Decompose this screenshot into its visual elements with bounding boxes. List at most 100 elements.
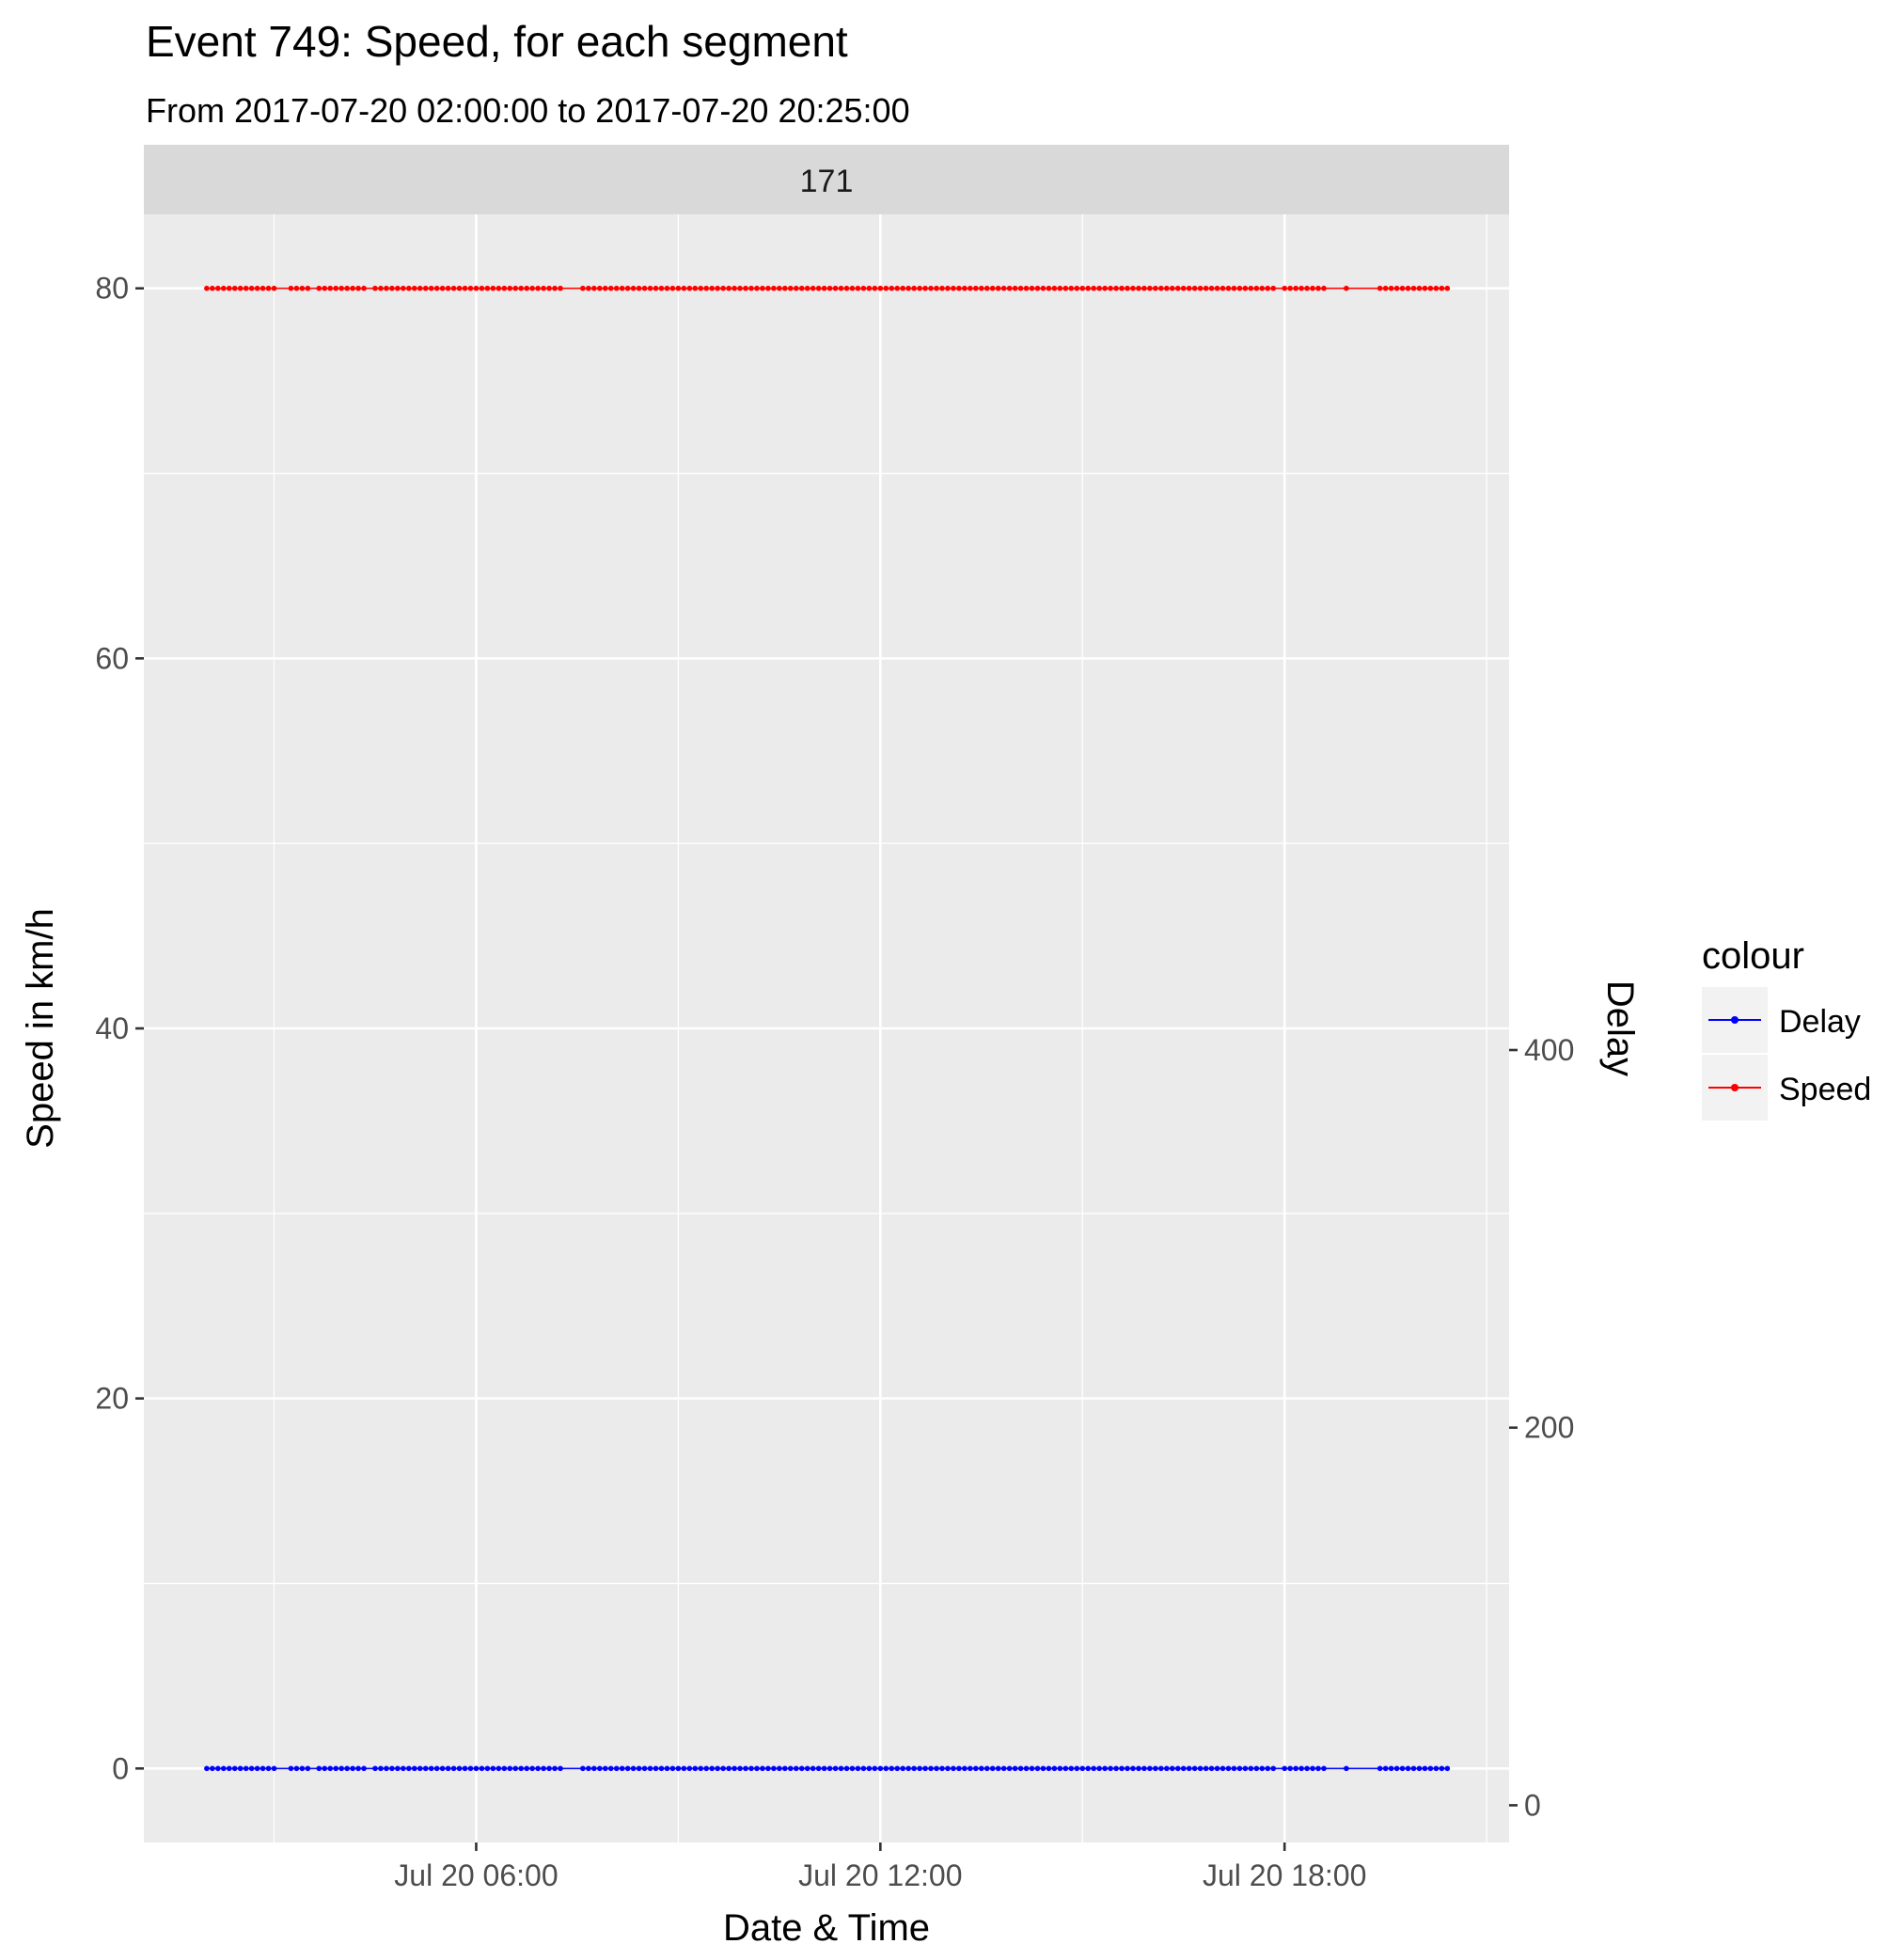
data-point-speed [507, 285, 513, 291]
data-point-delay [1040, 1765, 1046, 1772]
data-point-delay [501, 1765, 508, 1772]
data-point-delay [928, 1765, 934, 1772]
data-point-speed [1136, 285, 1141, 291]
data-point-speed [1091, 285, 1096, 291]
data-point-speed [479, 285, 485, 291]
data-point-delay [422, 1765, 429, 1772]
chart-subtitle: From 2017-07-20 02:00:00 to 2017-07-20 2… [146, 91, 910, 130]
data-point-speed [1265, 285, 1271, 291]
data-point-delay [1242, 1765, 1249, 1772]
data-point-delay [535, 1765, 541, 1772]
data-point-delay [1147, 1765, 1153, 1772]
data-point-delay [254, 1765, 260, 1772]
data-point-speed [658, 285, 665, 291]
data-point-speed [1057, 285, 1063, 291]
data-point-speed [1068, 285, 1075, 291]
data-point-delay [860, 1765, 867, 1772]
data-point-speed [939, 285, 945, 291]
data-point-speed [490, 285, 496, 291]
data-point-delay [355, 1765, 361, 1772]
data-point-speed [546, 285, 552, 291]
legend-key-delay-point [1731, 1016, 1739, 1024]
data-point-delay [1298, 1765, 1304, 1772]
data-point-speed [1214, 285, 1220, 291]
data-point-speed [787, 285, 794, 291]
data-point-speed [1225, 285, 1232, 291]
data-point-speed [613, 285, 620, 291]
data-point-delay [260, 1765, 266, 1772]
data-point-delay [1068, 1765, 1075, 1772]
data-point-speed [832, 285, 839, 291]
data-point-speed [1399, 285, 1406, 291]
data-point-delay [1287, 1765, 1293, 1772]
data-point-delay [630, 1765, 637, 1772]
data-point-speed [630, 285, 637, 291]
data-point-speed [754, 285, 760, 291]
data-point-speed [248, 285, 255, 291]
data-point-speed [855, 285, 861, 291]
data-point-delay [490, 1765, 496, 1772]
data-point-speed [1147, 285, 1153, 291]
data-point-speed [1074, 285, 1080, 291]
data-point-speed [1029, 285, 1035, 291]
data-point-speed [777, 285, 782, 291]
data-point-speed [1433, 285, 1440, 291]
data-point-delay [445, 1765, 451, 1772]
data-point-delay [804, 1765, 810, 1772]
data-point-delay [1416, 1765, 1423, 1772]
data-point-delay [732, 1765, 737, 1772]
data-point-speed [535, 285, 541, 291]
data-point-delay [1000, 1765, 1007, 1772]
data-point-delay [664, 1765, 670, 1772]
y-tick-label: 0 [112, 1751, 129, 1785]
data-point-speed [1231, 285, 1237, 291]
data-point-speed [1315, 285, 1321, 291]
data-point-delay [322, 1765, 328, 1772]
data-point-delay [1410, 1765, 1417, 1772]
data-point-delay [226, 1765, 232, 1772]
data-point-speed [322, 285, 328, 291]
data-point-delay [771, 1765, 777, 1772]
data-point-speed [962, 285, 968, 291]
data-point-speed [220, 285, 227, 291]
data-point-delay [607, 1765, 614, 1772]
data-point-speed [872, 285, 878, 291]
data-point-delay [1248, 1765, 1254, 1772]
data-point-delay [1310, 1765, 1315, 1772]
data-point-speed [1270, 285, 1277, 291]
data-point-delay [978, 1765, 984, 1772]
data-point-speed [1253, 285, 1260, 291]
data-point-speed [1405, 285, 1411, 291]
data-point-speed [602, 285, 608, 291]
data-point-delay [1096, 1765, 1102, 1772]
data-point-delay [726, 1765, 732, 1772]
x-tick-label: Jul 20 12:00 [798, 1858, 962, 1892]
data-point-delay [1377, 1765, 1383, 1772]
data-point-speed [883, 285, 889, 291]
data-point-delay [832, 1765, 839, 1772]
data-point-delay [983, 1765, 990, 1772]
data-point-delay [939, 1765, 945, 1772]
data-point-speed [338, 285, 344, 291]
data-point-delay [855, 1765, 861, 1772]
data-point-delay [653, 1765, 659, 1772]
data-point-speed [951, 285, 956, 291]
data-point-delay [945, 1765, 951, 1772]
data-point-delay [1169, 1765, 1175, 1772]
data-point-delay [793, 1765, 799, 1772]
data-point-speed [210, 285, 215, 291]
legend: colour Delay Speed [1702, 935, 1871, 1121]
facet-strip [144, 145, 1509, 214]
facet-label: 171 [800, 164, 854, 199]
y-tick-label: 20 [95, 1382, 129, 1416]
data-point-delay [558, 1765, 563, 1772]
data-point-delay [1136, 1765, 1141, 1772]
data-point-delay [675, 1765, 682, 1772]
data-point-delay [1125, 1765, 1130, 1772]
legend-title: colour [1702, 935, 1804, 977]
data-point-speed [653, 285, 659, 291]
data-point-delay [1433, 1765, 1440, 1772]
data-point-delay [1006, 1765, 1013, 1772]
data-point-delay [956, 1765, 962, 1772]
